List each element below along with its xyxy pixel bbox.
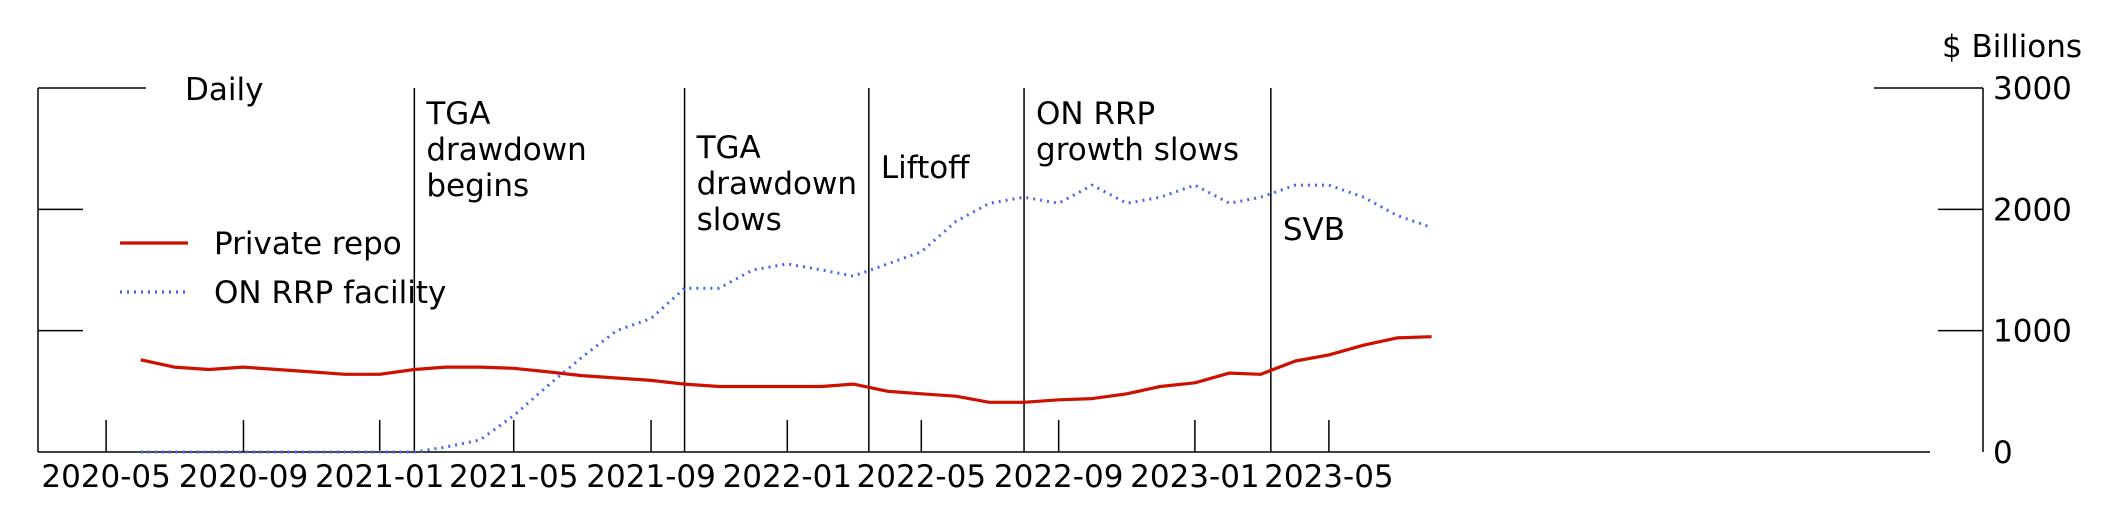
series-line: [140, 335, 1432, 404]
event-label: drawdown: [426, 132, 586, 168]
y-tick-label: 1000: [1993, 314, 2072, 350]
event-label: TGA: [696, 130, 761, 166]
y-tick-label: 0: [1993, 435, 2013, 471]
x-tick-label: 2022-01: [723, 459, 853, 495]
event-label: growth slows: [1036, 132, 1239, 168]
x-tick-label: 2022-09: [994, 459, 1124, 495]
y-unit-label: $ Billions: [1942, 29, 2082, 65]
event-label: begins: [426, 168, 529, 204]
x-tick-label: 2021-05: [449, 459, 579, 495]
x-tick-label: 2023-05: [1264, 459, 1394, 495]
event-label: drawdown: [697, 166, 857, 202]
legend-layer: Private repo ON RRP facility: [120, 226, 446, 311]
event-label: Liftoff: [881, 150, 970, 186]
event-label: ON RRP: [1036, 96, 1155, 132]
y-tick-label: 3000: [1993, 71, 2072, 107]
x-tick-label: 2020-09: [179, 459, 309, 495]
events-layer: TGAdrawdownbeginsTGAdrawdownslowsLiftoff…: [413, 88, 1345, 452]
x-tick-label: 2021-09: [586, 459, 716, 495]
x-tick-label: 2020-05: [41, 459, 171, 495]
x-tick-label: 2021-01: [315, 459, 445, 495]
x-tick-label: 2023-01: [1130, 459, 1260, 495]
frequency-label: Daily: [185, 72, 263, 108]
legend-label: ON RRP facility: [214, 275, 446, 311]
legend-label: Private repo: [214, 226, 402, 262]
event-label: TGA: [425, 96, 490, 132]
event-label: slows: [697, 202, 782, 238]
event-label: SVB: [1283, 212, 1345, 248]
x-tick-label: 2022-05: [857, 459, 987, 495]
series-layer: [140, 183, 1433, 454]
y-tick-label: 2000: [1993, 192, 2072, 228]
